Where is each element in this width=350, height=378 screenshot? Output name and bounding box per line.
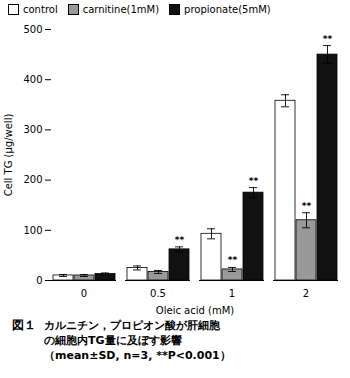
- html-text:（mean±SD, n=3, **P<0.001）: （mean±SD, n=3, **P<0.001）: [44, 349, 231, 362]
- svg-text:Cell TG (μg/well): Cell TG (μg/well): [3, 114, 14, 197]
- html-text:の細胞内TG量に及ぼす影響: の細胞内TG量に及ぼす影響: [44, 334, 182, 347]
- svg-text:**: **: [302, 201, 312, 211]
- html-text:control: control: [23, 4, 58, 15]
- svg-text:0: 0: [81, 288, 87, 299]
- svg-text:**: **: [323, 34, 333, 44]
- svg-text:**: **: [249, 176, 259, 186]
- svg-text:0.5: 0.5: [150, 288, 166, 299]
- html-text:図１: 図１: [12, 318, 36, 332]
- svg-text:Oleic acid (mM): Oleic acid (mM): [156, 305, 234, 316]
- svg-text:500: 500: [23, 24, 42, 35]
- svg-text:2: 2: [303, 288, 309, 299]
- svg-text:400: 400: [23, 74, 42, 85]
- svg-text:**: **: [228, 255, 238, 265]
- html-text:カルニチン，プロピオン酸が肝細胞: カルニチン，プロピオン酸が肝細胞: [44, 319, 220, 332]
- svg-text:100: 100: [23, 225, 42, 236]
- html-text:propionate(5mM): propionate(5mM): [184, 4, 271, 15]
- svg-text:0: 0: [36, 275, 42, 286]
- svg-text:200: 200: [23, 174, 42, 185]
- html-text:carnitine(1mM): carnitine(1mM): [82, 4, 160, 15]
- svg-text:300: 300: [23, 124, 42, 135]
- svg-text:**: **: [175, 235, 185, 245]
- svg-text:1: 1: [229, 288, 235, 299]
